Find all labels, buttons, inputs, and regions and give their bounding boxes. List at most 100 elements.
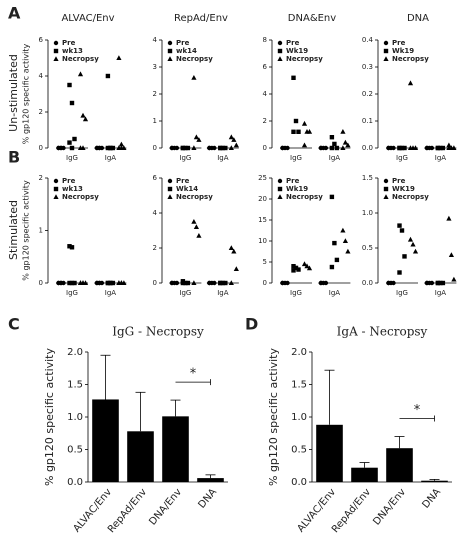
point <box>412 145 419 150</box>
y-tick-label: 4 <box>39 72 44 80</box>
y-tick-label: 0 <box>153 279 157 287</box>
y-tick-label: 2.0 <box>291 347 307 358</box>
legend-marker <box>53 40 59 46</box>
point <box>67 280 72 286</box>
point <box>435 280 441 286</box>
y-tick-label: 1.5 <box>291 380 307 391</box>
point <box>402 145 407 151</box>
y-tick-label: 2 <box>39 108 43 116</box>
panel-label: C <box>8 315 20 334</box>
point <box>296 129 301 134</box>
point <box>407 236 414 242</box>
y-tick-label: 4 <box>263 90 268 98</box>
y-tick-label: 0.5 <box>67 445 83 456</box>
legend-marker <box>53 48 59 54</box>
y-tick-label: 1.5 <box>67 380 83 391</box>
y-tick-label: 0 <box>263 144 267 152</box>
legend-label: Pre <box>176 177 190 185</box>
point <box>110 145 116 151</box>
legend-label: Necropsy <box>392 55 429 63</box>
point <box>218 280 223 286</box>
point <box>438 145 443 151</box>
point <box>218 145 223 151</box>
point <box>233 266 239 271</box>
point <box>446 145 452 150</box>
point <box>438 280 443 286</box>
y-axis-label: % gp120 specific activity <box>267 348 280 487</box>
annotation: * <box>190 367 197 382</box>
point <box>397 270 402 275</box>
point <box>233 142 239 148</box>
y-tick-label: 0 <box>263 279 267 287</box>
point <box>193 224 199 229</box>
point <box>424 280 430 286</box>
point <box>451 276 457 282</box>
legend-marker <box>167 194 173 199</box>
point <box>429 145 435 151</box>
y-tick-label: 2 <box>153 244 157 252</box>
point <box>285 280 290 286</box>
point <box>180 280 186 286</box>
chart-title: DNA&Env <box>288 13 336 24</box>
point <box>118 280 124 285</box>
point <box>340 227 346 233</box>
y-tick-label: 0.0 <box>67 477 83 488</box>
point <box>397 223 402 228</box>
point <box>391 145 396 151</box>
chart-title: IgG - Necropsy <box>112 325 204 339</box>
y-tick-label: 0.0 <box>362 279 373 287</box>
point <box>340 129 346 134</box>
point <box>386 145 391 151</box>
legend-label: wk13 <box>62 185 83 193</box>
x-tick-label: IgA <box>329 154 341 162</box>
point <box>80 280 86 285</box>
y-tick-label: 0.1 <box>362 117 373 125</box>
point <box>399 228 405 233</box>
legend-marker <box>277 186 283 192</box>
x-tick-label: IgA <box>217 154 229 162</box>
chart-title: IgA - Necropsy <box>337 325 428 339</box>
x-tick-label: DNA/Env <box>147 487 184 528</box>
point <box>429 280 435 286</box>
point <box>67 140 72 145</box>
y-tick-label: 20 <box>258 195 267 203</box>
y-tick-label: 0.5 <box>362 244 373 252</box>
point <box>318 280 324 286</box>
y-tick-label: 8 <box>263 36 267 44</box>
legend-marker <box>383 40 389 46</box>
point <box>323 145 329 151</box>
legend-label: Necropsy <box>176 55 213 63</box>
point <box>231 248 237 254</box>
legend-marker <box>277 194 283 199</box>
point <box>191 145 197 150</box>
y-tick-label: 6 <box>153 174 158 182</box>
y-axis-label: % gp120 specific activity <box>22 44 31 145</box>
point <box>169 145 175 151</box>
point <box>329 135 335 140</box>
y-tick-label: 1 <box>39 227 43 235</box>
point <box>301 142 308 148</box>
x-tick-label: IgG <box>66 289 78 297</box>
row-label: Stimulated <box>7 200 20 260</box>
x-tick-label: IgA <box>105 289 117 297</box>
point <box>296 267 301 272</box>
point <box>183 145 188 151</box>
legend-label: Pre <box>62 177 76 185</box>
point <box>301 120 308 126</box>
point <box>318 145 324 151</box>
point <box>228 145 234 150</box>
legend-label: Pre <box>62 39 76 47</box>
y-tick-label: 0 <box>39 144 43 152</box>
legend-marker <box>53 178 59 184</box>
point <box>118 141 124 147</box>
legend-marker <box>53 194 59 199</box>
legend-marker <box>53 56 59 61</box>
point <box>193 134 199 140</box>
point <box>82 116 89 122</box>
x-tick-label: IgG <box>396 289 408 297</box>
y-tick-label: 1.0 <box>67 412 83 423</box>
point <box>293 265 299 271</box>
point <box>223 280 228 286</box>
legend-marker <box>167 40 173 46</box>
